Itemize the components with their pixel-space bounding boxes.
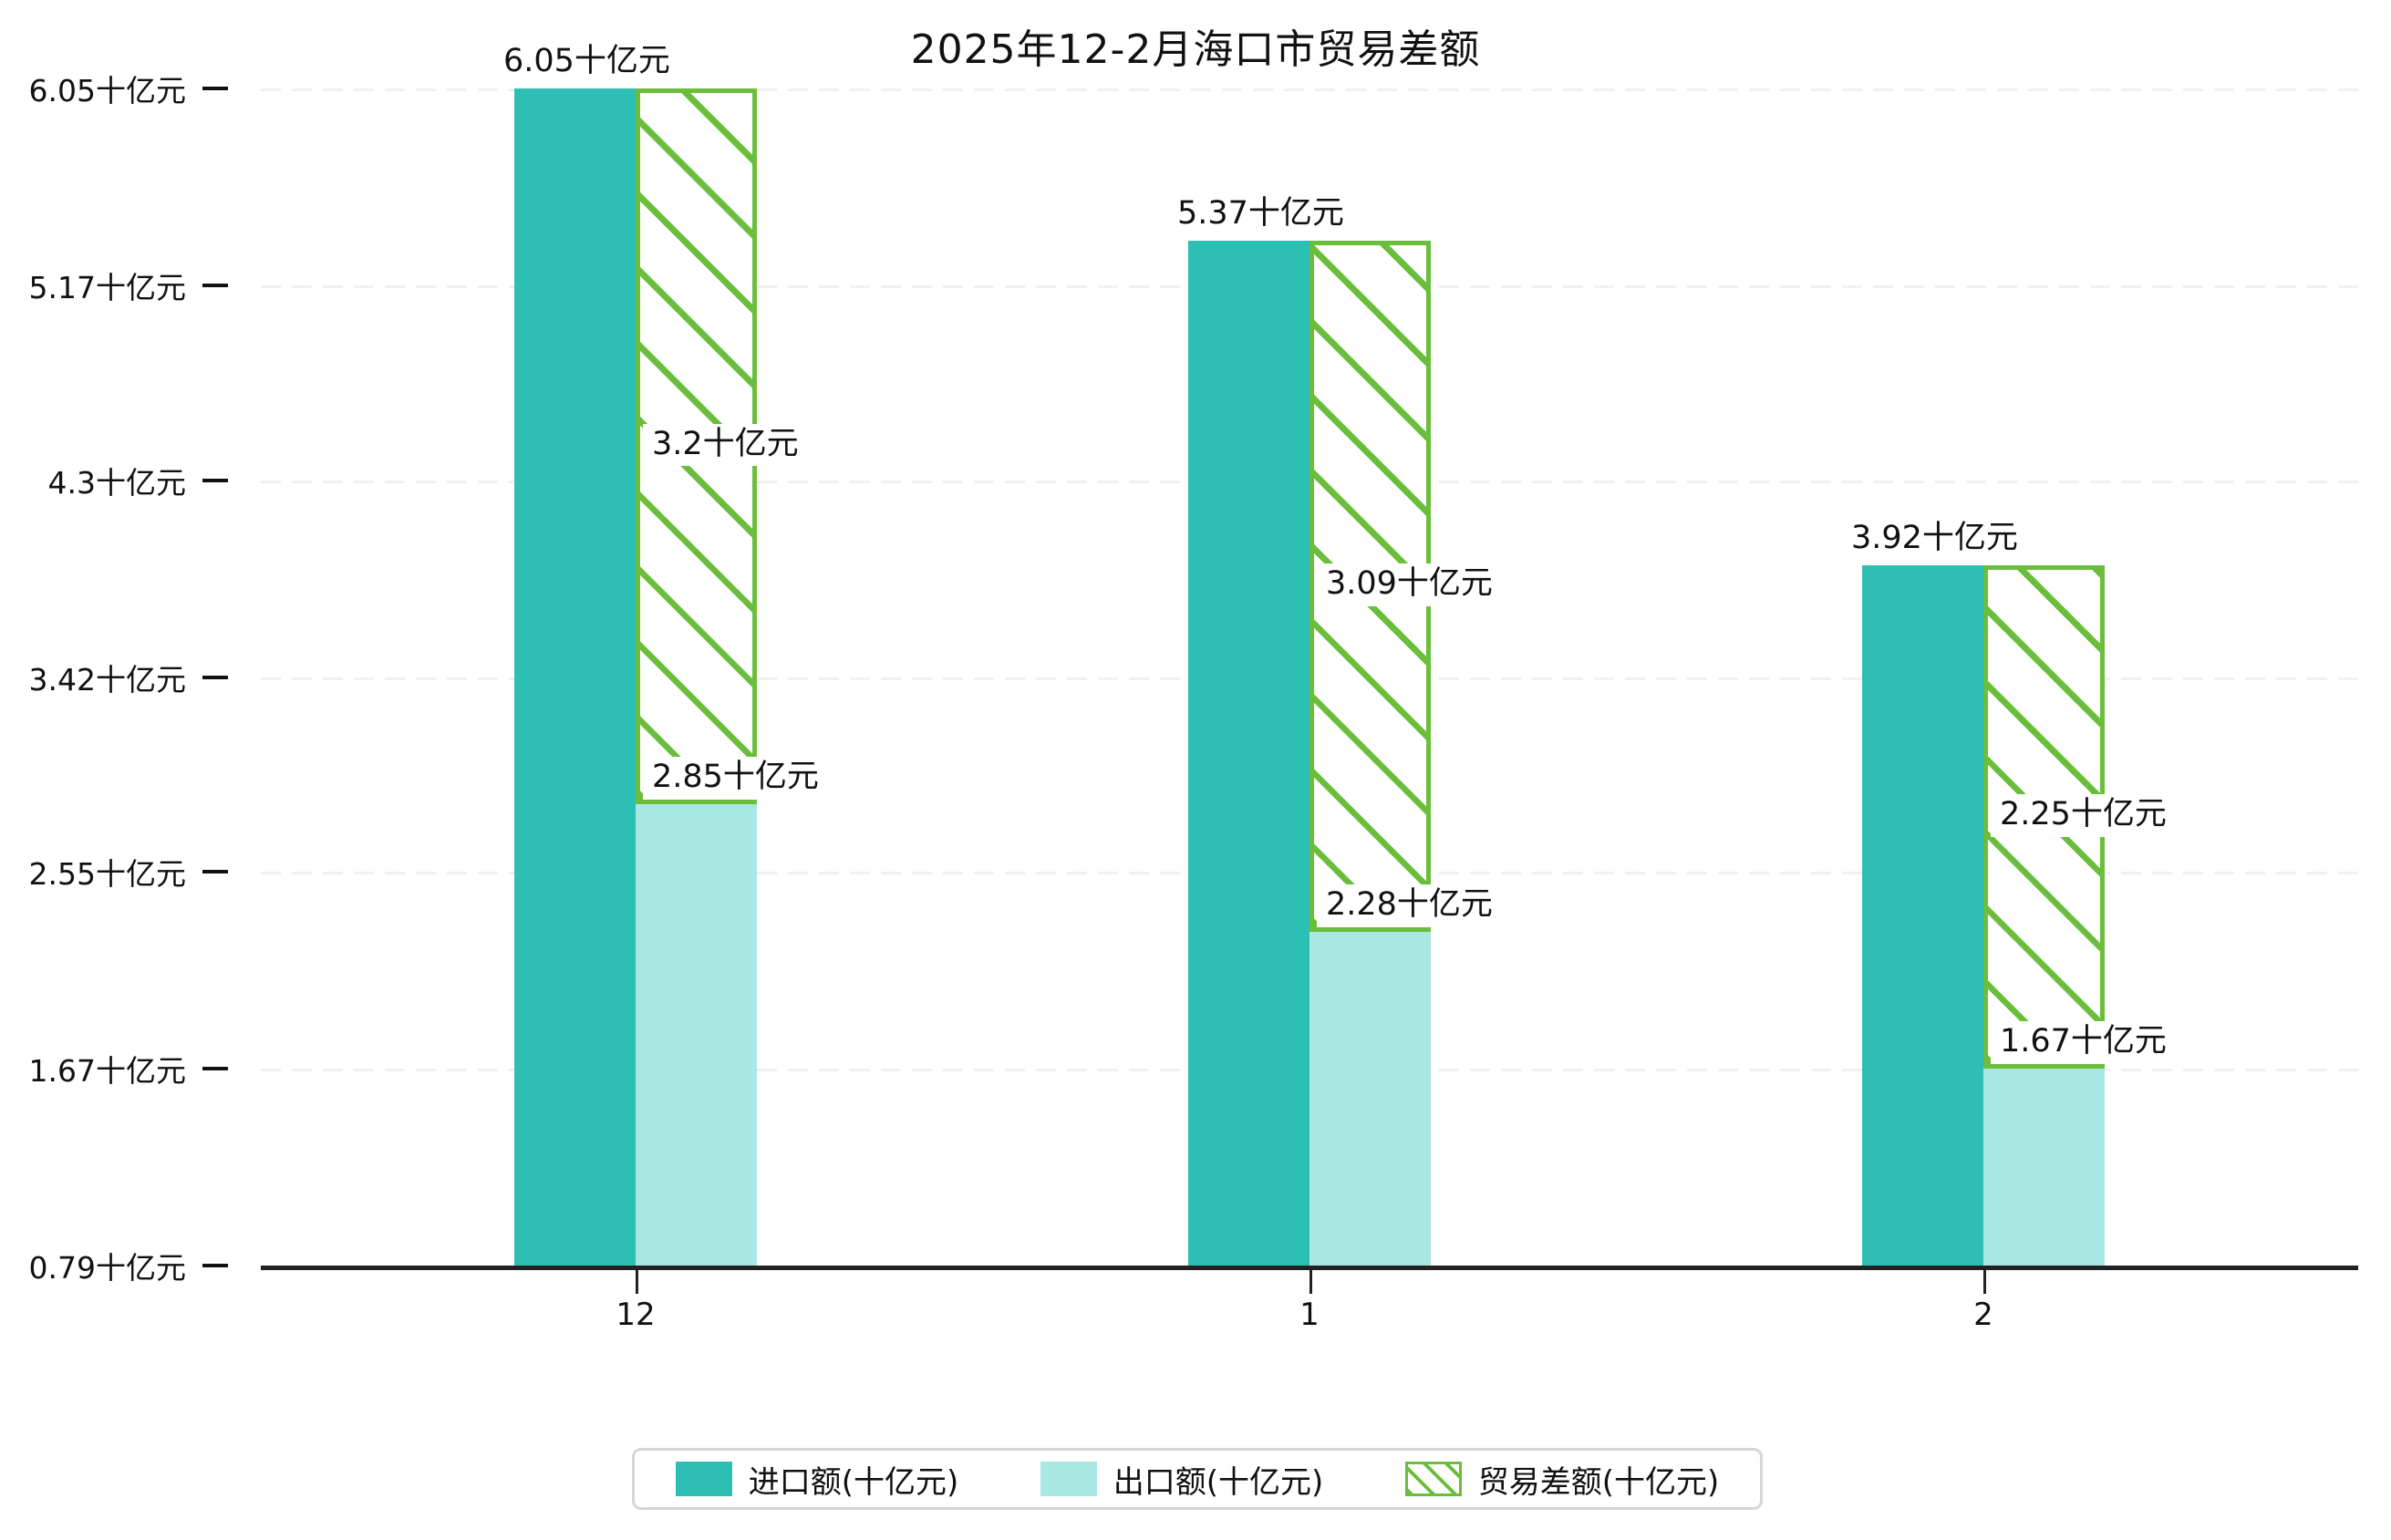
x-axis-tick-label: 12	[616, 1297, 656, 1333]
bar-export[interactable]	[1309, 932, 1431, 1266]
x-axis-line	[261, 1266, 2358, 1270]
bar-import[interactable]	[514, 88, 636, 1266]
bar-export[interactable]	[636, 804, 757, 1266]
bar-label-trade-balance: 3.2十亿元	[643, 423, 808, 467]
chart-legend[interactable]: 进口额(十亿元) 出口额(十亿元) 贸易差额(十亿元)	[632, 1448, 1763, 1510]
bar-import[interactable]	[1862, 564, 1983, 1266]
legend-item[interactable]: 进口额(十亿元)	[675, 1457, 959, 1502]
y-axis-tick-mark	[202, 675, 228, 679]
bar-label-export: 2.28十亿元	[1317, 884, 1502, 928]
x-axis-tick-mark	[1309, 1270, 1312, 1294]
legend-swatch-import	[675, 1462, 732, 1496]
legend-item[interactable]: 贸易差额(十亿元)	[1404, 1457, 1720, 1502]
y-axis-tick-label: 2.55十亿元	[28, 856, 186, 893]
legend-swatch-trade-balance	[1404, 1462, 1462, 1496]
y-axis-tick-mark	[202, 1264, 228, 1267]
y-axis-tick-label: 3.42十亿元	[28, 661, 186, 698]
x-axis-tick-label: 1	[1299, 1297, 1320, 1333]
y-axis-tick-label: 1.67十亿元	[28, 1053, 186, 1089]
bar-label-import: 5.37十亿元	[1168, 192, 1353, 236]
y-axis-tick-mark	[202, 870, 228, 874]
y-axis-tick-mark	[202, 1067, 228, 1070]
bar-label-import: 3.92十亿元	[1842, 517, 2027, 561]
x-axis-tick-mark	[1983, 1270, 1986, 1294]
y-axis-tick-label: 6.05十亿元	[28, 73, 186, 109]
bar-export[interactable]	[1983, 1069, 2105, 1266]
gridline	[261, 88, 2358, 91]
x-axis-tick-mark	[636, 1270, 638, 1294]
y-axis-tick-label: 4.3十亿元	[47, 464, 186, 501]
legend-label: 出口额(十亿元)	[1113, 1463, 1324, 1501]
x-axis-tick-label: 2	[1973, 1297, 1993, 1333]
y-axis-tick-mark	[202, 478, 228, 482]
chart-title: 2025年12-2月海口市贸易差额	[910, 26, 1481, 73]
y-axis-tick-label: 5.17十亿元	[28, 269, 186, 305]
y-axis-tick-mark	[202, 87, 228, 90]
legend-label: 进口额(十亿元)	[748, 1463, 959, 1501]
legend-label: 贸易差额(十亿元)	[1477, 1463, 1720, 1501]
y-axis-tick-mark	[202, 283, 228, 287]
legend-swatch-export	[1040, 1462, 1097, 1496]
y-axis-tick-label: 0.79十亿元	[28, 1250, 186, 1286]
bar-label-import: 6.05十亿元	[494, 41, 679, 84]
bar-label-trade-balance: 2.25十亿元	[1991, 793, 2176, 837]
bar-label-trade-balance: 3.09十亿元	[1317, 563, 1502, 606]
bar-import[interactable]	[1188, 240, 1309, 1266]
bar-label-export: 1.67十亿元	[1991, 1021, 2176, 1064]
bar-label-export: 2.85十亿元	[643, 757, 828, 801]
legend-item[interactable]: 出口额(十亿元)	[1040, 1457, 1324, 1502]
